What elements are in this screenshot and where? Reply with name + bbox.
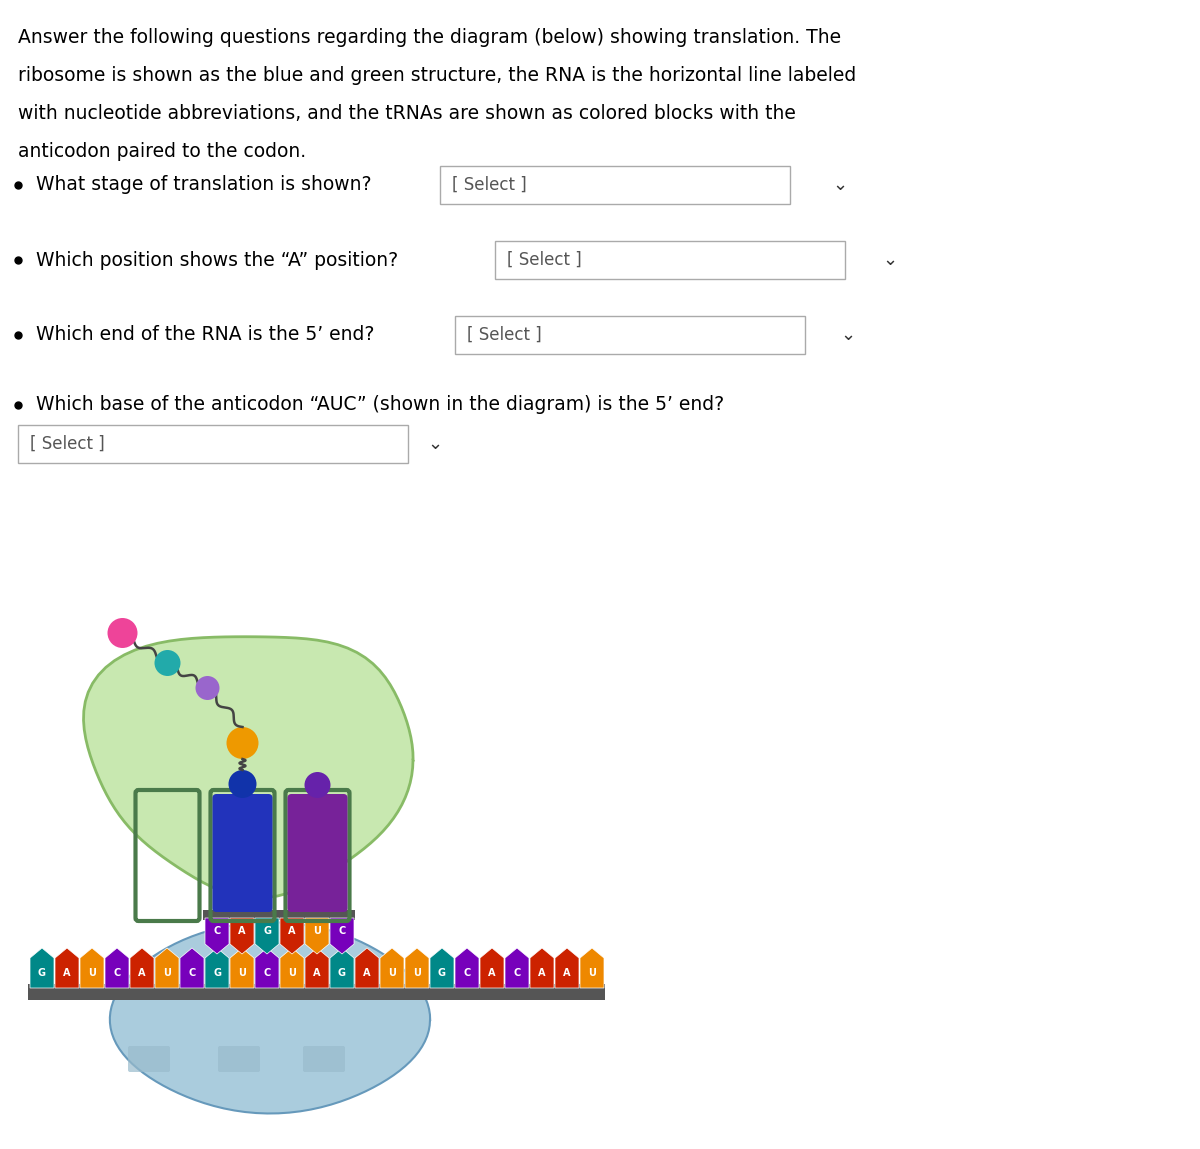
Polygon shape <box>554 948 580 988</box>
Text: Which base of the anticodon “AUC” (shown in the diagram) is the 5’ end?: Which base of the anticodon “AUC” (shown… <box>36 395 724 415</box>
Polygon shape <box>205 918 229 954</box>
Text: U: U <box>313 926 320 936</box>
Text: C: C <box>188 967 196 978</box>
Text: A: A <box>64 967 71 978</box>
Text: ⌄: ⌄ <box>833 176 847 194</box>
Text: anticodon paired to the codon.: anticodon paired to the codon. <box>18 142 306 161</box>
Polygon shape <box>106 948 130 988</box>
Text: A: A <box>563 967 571 978</box>
Text: C: C <box>214 926 221 936</box>
Text: with nucleotide abbreviations, and the tRNAs are shown as colored blocks with th: with nucleotide abbreviations, and the t… <box>18 105 796 123</box>
Circle shape <box>155 650 180 676</box>
Polygon shape <box>180 948 204 988</box>
Text: A: A <box>488 967 496 978</box>
Polygon shape <box>355 948 379 988</box>
FancyBboxPatch shape <box>203 910 355 920</box>
Polygon shape <box>480 948 504 988</box>
Text: Which end of the RNA is the 5’ end?: Which end of the RNA is the 5’ end? <box>36 325 374 345</box>
Text: C: C <box>113 967 121 978</box>
Text: What stage of translation is shown?: What stage of translation is shown? <box>36 176 372 194</box>
Polygon shape <box>84 637 413 899</box>
FancyBboxPatch shape <box>496 241 845 279</box>
Text: U: U <box>388 967 396 978</box>
Polygon shape <box>580 948 604 988</box>
FancyBboxPatch shape <box>440 165 790 205</box>
Circle shape <box>228 770 257 799</box>
Polygon shape <box>110 923 430 1113</box>
Polygon shape <box>505 948 529 988</box>
Text: U: U <box>163 967 170 978</box>
Text: Answer the following questions regarding the diagram (below) showing translation: Answer the following questions regarding… <box>18 28 841 47</box>
FancyBboxPatch shape <box>455 316 805 354</box>
FancyBboxPatch shape <box>18 425 408 463</box>
Polygon shape <box>155 948 179 988</box>
FancyBboxPatch shape <box>128 1046 170 1072</box>
FancyBboxPatch shape <box>28 984 605 1000</box>
Text: U: U <box>238 967 246 978</box>
Text: A: A <box>364 967 371 978</box>
Text: [ Select ]: [ Select ] <box>467 326 541 344</box>
Polygon shape <box>55 948 79 988</box>
Circle shape <box>227 727 258 759</box>
Polygon shape <box>30 948 54 988</box>
Text: U: U <box>413 967 421 978</box>
Polygon shape <box>305 948 329 988</box>
Text: U: U <box>588 967 596 978</box>
Text: ⌄: ⌄ <box>840 326 856 344</box>
FancyBboxPatch shape <box>212 794 272 912</box>
Polygon shape <box>80 948 104 988</box>
Text: G: G <box>263 926 271 936</box>
Circle shape <box>108 618 138 648</box>
Polygon shape <box>230 948 254 988</box>
Text: [ Select ]: [ Select ] <box>30 435 104 453</box>
Polygon shape <box>530 948 554 988</box>
Polygon shape <box>330 918 354 954</box>
Text: G: G <box>338 967 346 978</box>
FancyBboxPatch shape <box>218 1046 260 1072</box>
Text: C: C <box>338 926 346 936</box>
Polygon shape <box>406 948 430 988</box>
Polygon shape <box>455 948 479 988</box>
Polygon shape <box>130 948 154 988</box>
FancyBboxPatch shape <box>302 1046 346 1072</box>
Circle shape <box>196 676 220 700</box>
Text: C: C <box>514 967 521 978</box>
Polygon shape <box>256 948 278 988</box>
Polygon shape <box>205 948 229 988</box>
Polygon shape <box>430 948 454 988</box>
Circle shape <box>305 772 330 799</box>
Polygon shape <box>230 918 254 954</box>
Text: G: G <box>38 967 46 978</box>
Polygon shape <box>256 918 278 954</box>
Text: Which position shows the “A” position?: Which position shows the “A” position? <box>36 250 398 270</box>
Polygon shape <box>280 918 304 954</box>
Text: ⌄: ⌄ <box>882 250 898 269</box>
Text: ribosome is shown as the blue and green structure, the RNA is the horizontal lin: ribosome is shown as the blue and green … <box>18 65 857 85</box>
Text: A: A <box>539 967 546 978</box>
Text: G: G <box>438 967 446 978</box>
Text: A: A <box>239 926 246 936</box>
Text: A: A <box>138 967 145 978</box>
Text: C: C <box>263 967 271 978</box>
Text: [ Select ]: [ Select ] <box>508 250 582 269</box>
Polygon shape <box>280 948 304 988</box>
Text: G: G <box>214 967 221 978</box>
FancyBboxPatch shape <box>288 794 348 912</box>
Text: A: A <box>288 926 295 936</box>
Text: U: U <box>88 967 96 978</box>
Polygon shape <box>305 918 329 954</box>
Text: A: A <box>313 967 320 978</box>
Text: U: U <box>288 967 296 978</box>
Polygon shape <box>380 948 404 988</box>
Polygon shape <box>330 948 354 988</box>
Text: C: C <box>463 967 470 978</box>
Text: ⌄: ⌄ <box>427 435 443 453</box>
Text: [ Select ]: [ Select ] <box>452 176 527 194</box>
